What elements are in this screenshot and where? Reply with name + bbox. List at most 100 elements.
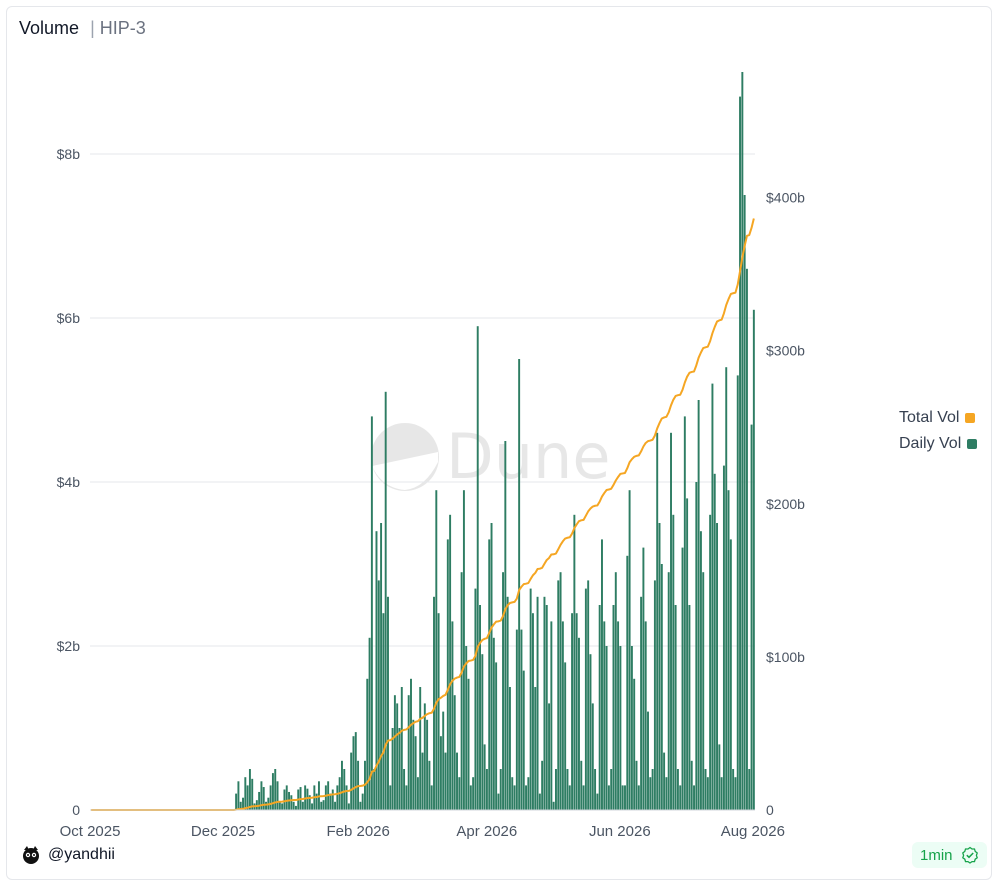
daily-vol-bar [619,646,622,810]
daily-vol-bar [251,778,254,810]
daily-vol-bar [444,752,447,810]
daily-vol-bar [242,797,244,810]
daily-vol-bar [589,654,592,810]
daily-vol-bar [681,547,684,810]
daily-vol-bar [545,605,548,810]
daily-vol-bar [414,736,417,810]
daily-vol-bar [237,781,240,810]
daily-vol-bar [389,785,392,810]
daily-vol-bar [667,572,670,810]
daily-vol-bar [748,769,751,810]
daily-vol-bar [601,539,603,810]
daily-vol-bar [262,787,265,810]
daily-vol-bar [656,432,659,810]
daily-vol-bar [324,785,327,810]
right-y-tick-label: $200b [766,496,805,512]
x-tick-label: Feb 2026 [326,823,389,840]
daily-vol-bar [559,572,562,810]
daily-vol-bar [396,703,399,810]
right-y-tick-label: $400b [766,190,805,206]
right-y-tick-label: $300b [766,343,805,359]
daily-vol-bar [508,687,511,810]
daily-vol-bar [548,703,551,810]
daily-vol-bar [552,801,555,810]
daily-vol-bar [476,326,479,810]
daily-vol-bar [359,801,362,810]
daily-vol-bar [736,375,739,810]
daily-vol-bar [423,703,426,810]
daily-vol-bar [644,621,647,810]
right-y-tick-label: $100b [766,649,805,665]
daily-vol-bar [373,769,376,810]
daily-vol-bar [235,793,238,810]
daily-vol-bar [271,773,274,810]
x-tick-label: Apr 2026 [456,823,517,840]
daily-vol-bar [495,662,498,810]
daily-vol-bar [290,795,293,810]
daily-vol-bar [718,744,721,810]
daily-vol-bar [594,769,597,810]
daily-vol-bar [462,490,465,810]
daily-vol-bar [370,416,373,810]
daily-vol-bar [720,777,723,810]
daily-vol-bar [531,613,534,810]
daily-vol-bar [260,781,263,810]
daily-vol-bar [481,654,484,810]
daily-vol-bar [603,621,606,810]
daily-vol-bar [412,719,415,810]
x-axis: Oct 2025 Dec 2025 Feb 2026 Apr 2026 Jun 2026… [60,809,785,840]
daily-vol-bar [497,793,500,810]
author-link[interactable]: @yandhii [20,844,115,866]
daily-vol-bar [301,801,304,810]
daily-vol-bar [350,752,353,810]
daily-vol-bar [248,769,251,810]
daily-vol-bar [244,777,247,810]
daily-vol-bar [311,803,314,810]
daily-vol-bar [292,801,295,810]
daily-vol-bar [695,482,698,810]
daily-vol-bar [693,785,695,810]
daily-vol-bar [635,760,638,810]
daily-vol-bar [428,760,431,810]
daily-vol-bar [674,605,677,810]
daily-vol-bar [504,441,507,810]
refresh-interval: 1min [920,846,953,864]
daily-vol-bar [283,789,286,810]
chart-subtitle: HIP-3 [99,18,146,38]
daily-vol-bar [285,785,288,810]
daily-vol-bar [384,391,387,810]
daily-vol-bar [382,613,385,810]
daily-vol-bar [605,646,608,810]
dune-logo-icon [371,422,439,491]
daily-vol-bar [483,744,486,810]
daily-vol-bar [734,777,737,810]
daily-vol-bar [306,788,309,810]
x-tick-label: Jun 2026 [589,823,651,840]
daily-vol-bar [308,795,311,810]
daily-vol-bar [400,687,403,810]
daily-vol-bar [336,785,339,810]
daily-vol-bar [554,769,557,810]
daily-vol-bar [536,596,539,810]
legend-item-total-vol[interactable]: Total Vol [899,405,977,431]
daily-vol-bar [375,531,378,810]
left-y-tick-label: $4b [57,474,81,490]
daily-vol-bar [265,801,267,810]
title-separator: | [90,18,95,38]
author-username: @yandhii [48,846,115,863]
daily-vol-bar [571,613,574,810]
daily-vol-bar [550,621,553,810]
legend-item-daily-vol[interactable]: Daily Vol [899,431,978,457]
refresh-badge[interactable]: 1min [912,842,987,868]
daily-vol-bar [433,596,435,810]
left-y-tick-label: $6b [57,310,81,326]
x-tick-label: Dec 2025 [191,823,255,840]
daily-vol-bar [561,621,564,810]
daily-vol-bar [697,400,700,810]
daily-vol-bar [340,760,343,810]
daily-vol-bar [515,629,518,810]
daily-vol-bar [352,736,355,810]
daily-vol-bar [377,580,380,810]
daily-vol-bar [451,621,454,810]
